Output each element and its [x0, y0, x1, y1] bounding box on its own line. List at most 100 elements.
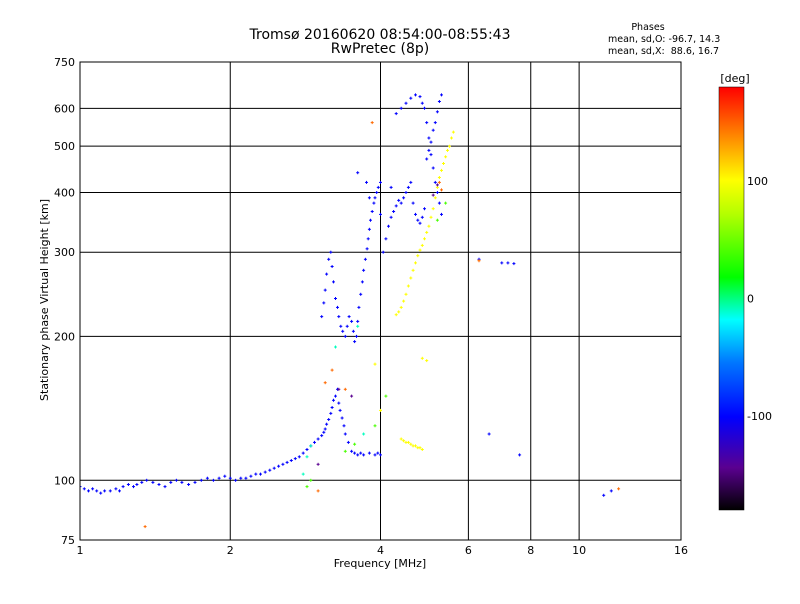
data-point — [332, 280, 335, 284]
data-point — [356, 171, 360, 175]
data-point — [373, 362, 377, 366]
data-point — [420, 101, 424, 105]
data-point — [373, 424, 377, 428]
data-point — [350, 449, 354, 453]
data-point — [506, 261, 510, 265]
x-tick-label: 2 — [227, 544, 234, 557]
data-point — [435, 191, 439, 194]
data-point — [440, 168, 443, 172]
data-point — [356, 453, 360, 457]
data-point — [285, 460, 289, 464]
data-point — [316, 437, 320, 441]
data-point — [234, 478, 238, 482]
data-point — [411, 201, 415, 205]
data-point — [366, 237, 370, 241]
data-point — [402, 439, 406, 443]
data-point — [423, 106, 426, 110]
x-axis-ticks: 1 2 4 6 8 10 16 — [77, 544, 689, 557]
data-point — [399, 437, 403, 441]
x-tick-label: 8 — [527, 544, 534, 557]
data-point — [316, 462, 320, 466]
data-point — [343, 432, 347, 436]
y-tick-label: 500 — [54, 140, 75, 153]
data-point — [429, 215, 433, 219]
data-point — [103, 489, 107, 493]
data-point — [425, 230, 429, 234]
data-point — [239, 476, 243, 480]
data-point — [444, 201, 448, 205]
data-point — [420, 448, 424, 451]
data-point — [450, 136, 453, 140]
data-point — [409, 96, 413, 100]
grid — [80, 62, 681, 540]
data-point — [365, 247, 369, 251]
data-point — [277, 464, 281, 468]
data-point — [305, 448, 309, 451]
chart-subtitle: RwPretec (8p) — [331, 41, 429, 57]
data-point — [301, 451, 305, 455]
data-point — [414, 444, 417, 448]
data-point — [157, 483, 161, 486]
data-point — [431, 166, 435, 170]
data-point — [409, 442, 413, 446]
data-point — [431, 207, 435, 211]
data-point — [406, 284, 410, 288]
phase-box-heading: Phases — [631, 22, 664, 33]
data-point — [193, 480, 197, 484]
data-point — [205, 476, 209, 480]
data-point — [379, 408, 382, 412]
data-point — [418, 95, 422, 99]
data-point — [91, 487, 95, 491]
data-point — [394, 204, 398, 208]
data-point — [323, 427, 327, 431]
data-point — [440, 93, 443, 97]
data-point — [180, 480, 184, 484]
data-point — [379, 212, 382, 216]
data-point — [217, 476, 221, 480]
data-point — [402, 299, 406, 303]
data-point — [427, 136, 431, 140]
data-point — [350, 319, 354, 323]
data-point — [341, 329, 345, 333]
data-point — [87, 489, 90, 493]
data-point — [114, 487, 118, 491]
data-point — [373, 453, 377, 457]
data-point — [362, 268, 366, 272]
data-point — [359, 451, 363, 455]
data-point — [397, 198, 401, 202]
data-point — [392, 210, 396, 213]
x-tick-label: 4 — [377, 544, 384, 557]
data-point — [451, 130, 455, 134]
colorbar-tick-label: 0 — [747, 293, 754, 306]
data-point — [199, 478, 203, 482]
data-point — [169, 480, 173, 484]
data-point — [362, 453, 366, 457]
y-axis-ticks: 75 100 200 300 400 500 600 750 — [54, 56, 75, 547]
data-point — [500, 261, 504, 265]
data-point — [370, 210, 374, 213]
colorbar-tick-label: 100 — [747, 175, 768, 188]
data-point — [446, 148, 449, 152]
data-point — [272, 466, 276, 470]
data-point — [332, 398, 335, 402]
data-point — [420, 215, 424, 219]
x-axis-label: Frequency [MHz] — [334, 557, 426, 570]
data-point — [343, 334, 347, 338]
data-point — [444, 155, 448, 159]
data-point — [373, 196, 377, 200]
data-point — [477, 259, 481, 263]
data-point — [360, 280, 364, 284]
data-point — [518, 453, 522, 457]
data-point — [118, 489, 121, 493]
data-point — [362, 432, 366, 436]
data-point — [418, 248, 422, 252]
data-point — [440, 188, 443, 192]
data-point — [145, 478, 149, 482]
data-point — [414, 93, 417, 97]
data-point — [163, 485, 167, 489]
data-point — [437, 176, 441, 179]
y-tick-label: 75 — [61, 534, 75, 547]
data-point — [442, 162, 445, 165]
data-point — [448, 144, 451, 148]
data-point — [376, 451, 380, 455]
